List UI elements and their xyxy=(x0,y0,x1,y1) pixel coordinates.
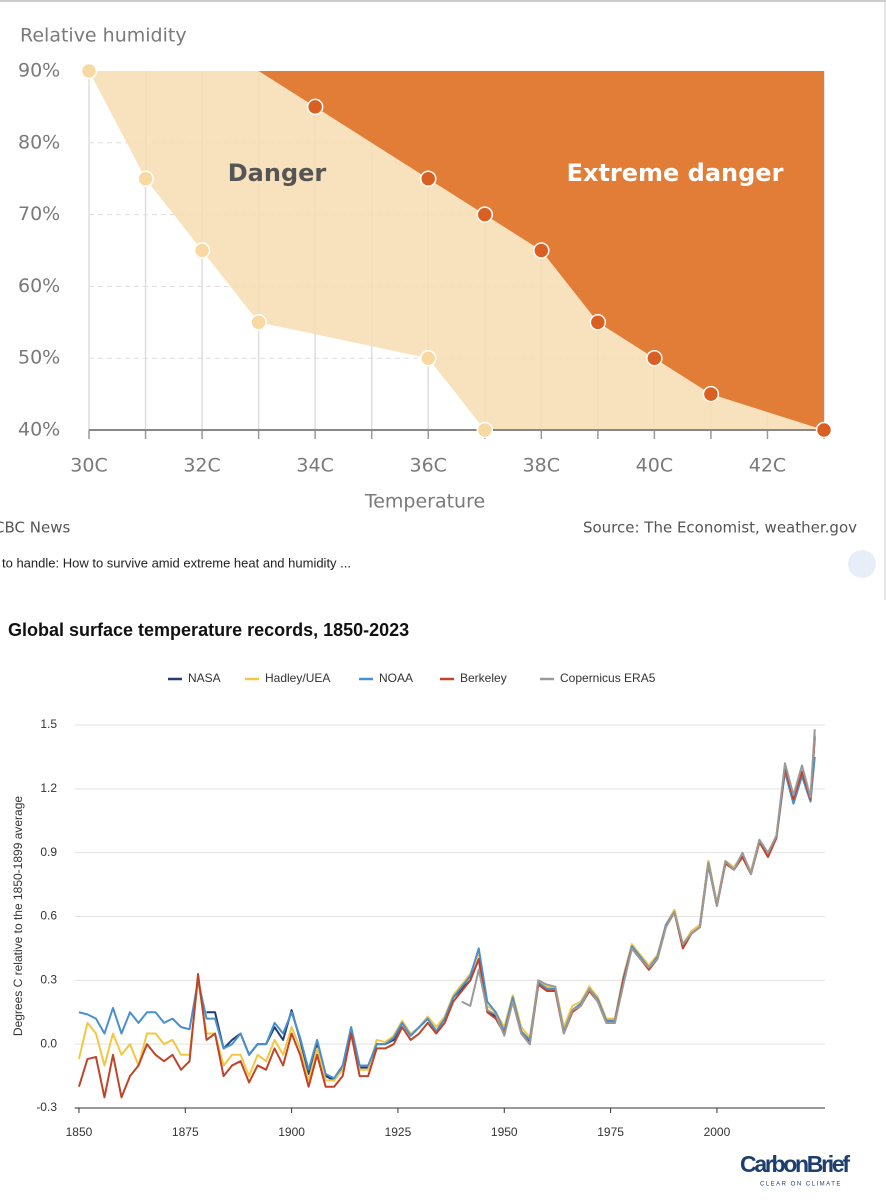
x-axis-label: Temperature xyxy=(364,491,485,513)
x-tick-label: 34C xyxy=(296,455,333,477)
y-tick-label: 1.2 xyxy=(40,781,57,795)
area-label: Extreme danger xyxy=(567,159,784,187)
point xyxy=(419,170,437,187)
x-tick-label: 1975 xyxy=(597,1125,624,1139)
point xyxy=(476,421,494,439)
y-tick-label: 80% xyxy=(18,131,60,153)
y-tick-label: 1.5 xyxy=(40,717,57,731)
y-tick-label: 70% xyxy=(18,203,60,225)
x-tick-label: 40C xyxy=(636,455,673,477)
x-tick-label: 1925 xyxy=(385,1125,412,1139)
x-tick-label: 38C xyxy=(523,455,560,477)
legend-label: Hadley/UEA xyxy=(265,671,330,685)
area-label: Danger xyxy=(228,159,327,187)
logo-tagline: CLEAR ON CLIMATE xyxy=(760,1182,842,1188)
x-tick-label: 32C xyxy=(183,455,220,477)
legend-label: Copernicus ERA5 xyxy=(560,671,656,685)
y-tick-label: -0.3 xyxy=(36,1100,57,1114)
point xyxy=(137,170,154,187)
y-axis-label: Degrees C relative to the 1850-1899 aver… xyxy=(11,796,25,1036)
x-tick-label: 1850 xyxy=(66,1125,93,1139)
y-axis-label: Relative humidity xyxy=(20,25,187,47)
y-tick-label: 40% xyxy=(18,419,60,441)
credit: CBC News xyxy=(0,519,70,537)
heat-chart: Relative humidity 40% 50% 60% 70% 80% 90% 30C 32… xyxy=(0,25,857,537)
point xyxy=(589,314,607,331)
chart-title: Global surface temperature records, 1850… xyxy=(8,620,409,640)
series-line xyxy=(461,729,816,1046)
x-tick-label: 42C xyxy=(749,455,786,477)
point xyxy=(80,62,98,80)
point xyxy=(306,98,324,116)
scroll-button[interactable] xyxy=(848,550,876,578)
y-tick-label: 90% xyxy=(18,60,60,82)
point xyxy=(250,314,267,331)
legend-label: NASA xyxy=(188,671,221,685)
point xyxy=(533,242,550,259)
y-tick-label: 50% xyxy=(18,347,60,369)
y-tick-label: 0.9 xyxy=(40,845,57,859)
x-tick-label: 30C xyxy=(70,455,107,477)
logo: CarbonBrief xyxy=(740,1151,850,1177)
danger-area xyxy=(89,71,824,430)
source: Source: The Economist, weather.gov xyxy=(583,519,857,537)
x-tick-label: 1950 xyxy=(491,1125,518,1139)
x-tick-label: 36C xyxy=(410,455,447,477)
point xyxy=(419,349,437,367)
legend-label: Berkeley xyxy=(460,671,507,685)
point xyxy=(646,349,663,367)
point xyxy=(702,385,720,403)
temperature-chart: Global surface temperature records, 1850… xyxy=(8,620,825,1139)
y-tick-label: 0.6 xyxy=(40,909,57,923)
y-tick-label: 0.3 xyxy=(40,973,57,987)
y-tick-label: 0.0 xyxy=(40,1036,57,1050)
x-tick-label: 1875 xyxy=(172,1125,199,1139)
point xyxy=(815,421,833,439)
point xyxy=(193,242,211,259)
point xyxy=(476,206,494,223)
x-tick-label: 1900 xyxy=(278,1125,305,1139)
y-tick-label: 60% xyxy=(18,275,60,297)
caption: to handle: How to survive amid extreme h… xyxy=(2,555,351,570)
legend-label: NOAA xyxy=(379,671,413,685)
series-line xyxy=(78,756,816,1080)
x-tick-label: 2000 xyxy=(704,1125,731,1139)
